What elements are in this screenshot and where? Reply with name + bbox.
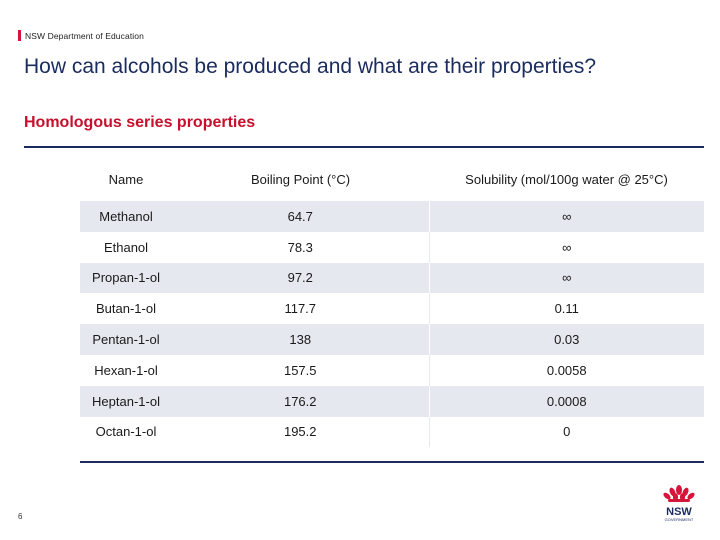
table-row: Pentan-1-ol 138 0.03 xyxy=(80,324,704,355)
cell-solubility: 0 xyxy=(563,424,571,440)
cell-name: Ethanol xyxy=(103,239,149,255)
table-row: Methanol 64.7 ∞ xyxy=(80,201,704,232)
cell-name: Octan-1-ol xyxy=(95,424,157,440)
properties-table: Name Boiling Point (°C) Solubility (mol/… xyxy=(80,158,704,448)
department-accent-bar xyxy=(18,30,21,41)
table-bottom-rule xyxy=(80,461,704,463)
cell-solubility: ∞ xyxy=(562,239,572,255)
column-header-solubility: Solubility (mol/100g water @ 25°C) xyxy=(465,172,668,187)
table-row: Butan-1-ol 117.7 0.11 xyxy=(80,293,704,325)
table-row: Ethanol 78.3 ∞ xyxy=(80,231,704,263)
page-number: 6 xyxy=(18,512,23,521)
cell-solubility: ∞ xyxy=(429,201,704,232)
cell-boiling-point: 157.5 xyxy=(172,354,430,386)
cell-boiling-point: 64.7 xyxy=(172,201,430,232)
column-header-boiling-point: Boiling Point (°C) xyxy=(250,172,351,187)
cell-name: Hexan-1-ol xyxy=(94,362,158,378)
cell-boiling-point: 78.3 xyxy=(172,231,430,263)
cell-name: Heptan-1-ol xyxy=(80,385,172,417)
nsw-government-logo: NSW GOVERNMENT xyxy=(654,484,704,526)
table-row: Hexan-1-ol 157.5 0.0058 xyxy=(80,354,704,386)
page-title: How can alcohols be produced and what ar… xyxy=(24,55,597,78)
waratah-icon: NSW GOVERNMENT xyxy=(663,485,695,522)
cell-name: Propan-1-ol xyxy=(80,262,172,294)
department-name: NSW Department of Education xyxy=(25,30,144,41)
page-subtitle: Homologous series properties xyxy=(24,114,256,131)
cell-boiling-point: 117.7 xyxy=(172,293,430,325)
table-top-rule xyxy=(24,146,704,148)
table-header-row: Name Boiling Point (°C) Solubility (mol/… xyxy=(80,158,704,201)
table-row: Heptan-1-ol 176.2 0.0008 xyxy=(80,385,704,417)
cell-name: Methanol xyxy=(80,201,172,232)
cell-solubility: 0.0008 xyxy=(429,385,704,417)
svg-text:GOVERNMENT: GOVERNMENT xyxy=(665,517,694,522)
cell-name: Pentan-1-ol xyxy=(80,324,172,355)
cell-name: Butan-1-ol xyxy=(96,301,156,317)
cell-solubility: ∞ xyxy=(429,262,704,294)
department-label: NSW Department of Education xyxy=(18,30,144,41)
svg-text:NSW: NSW xyxy=(666,506,692,518)
table-row: Octan-1-ol 195.2 0 xyxy=(80,416,704,448)
cell-boiling-point: 195.2 xyxy=(172,416,430,448)
cell-boiling-point: 176.2 xyxy=(172,385,430,417)
cell-solubility: 0.11 xyxy=(554,301,579,317)
cell-boiling-point: 97.2 xyxy=(172,262,430,294)
table-row: Propan-1-ol 97.2 ∞ xyxy=(80,262,704,294)
cell-solubility: 0.0058 xyxy=(546,362,587,378)
cell-boiling-point: 138 xyxy=(172,324,430,355)
column-header-name: Name xyxy=(108,172,144,187)
cell-solubility: 0.03 xyxy=(429,324,704,355)
